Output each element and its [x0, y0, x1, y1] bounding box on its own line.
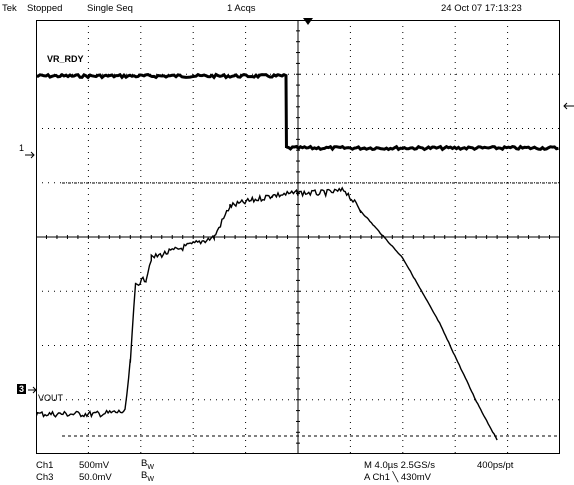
ch3-trace-label: VOUT [38, 393, 64, 403]
left-arrow-icon [562, 98, 574, 110]
acquisition-count-label: 1 Acqs [227, 3, 256, 14]
ch3-bw-letter: B [141, 470, 148, 481]
ch1-bandwidth-icon: BW [141, 458, 154, 471]
ch1-bw-letter: B [141, 458, 148, 469]
points-per-sample-label: 400ps/pt [477, 460, 514, 471]
ch3-bw-sub: W [147, 475, 154, 483]
ch3-scale: 50.0mV [79, 472, 112, 483]
run-state-label: Stopped [27, 3, 63, 14]
ch3-marker-label: 3 [17, 384, 27, 394]
vr-rdy-trace [36, 72, 559, 152]
ch1-marker-label: 1 [19, 143, 25, 153]
brand-label: Tek [2, 3, 17, 14]
right-arrow-icon [25, 146, 35, 159]
down-triangle-icon [303, 18, 313, 25]
vout-trace [36, 186, 498, 441]
trigger-label: A Ch1 ╲ 430mV [364, 472, 431, 483]
ch3-marker: 3 [17, 379, 27, 397]
ch1-marker: 1 [19, 143, 24, 153]
traces [36, 72, 559, 441]
graticule [36, 20, 560, 454]
acquisition-mode-label: Single Seq [87, 3, 133, 14]
timebase-label: M 4.0µs 2.5GS/s [364, 460, 435, 471]
ch1-name: Ch1 [36, 460, 54, 471]
ch3-name: Ch3 [36, 472, 54, 483]
ch1-trace-label: VR_RDY [47, 54, 84, 64]
ch3-bandwidth-icon: BW [141, 470, 154, 483]
ch1-scale: 500mV [79, 460, 110, 471]
waveform-display[interactable] [36, 20, 560, 454]
datetime-label: 24 Oct 07 17:13:23 [441, 3, 522, 14]
ch1-bw-sub: W [147, 463, 154, 471]
